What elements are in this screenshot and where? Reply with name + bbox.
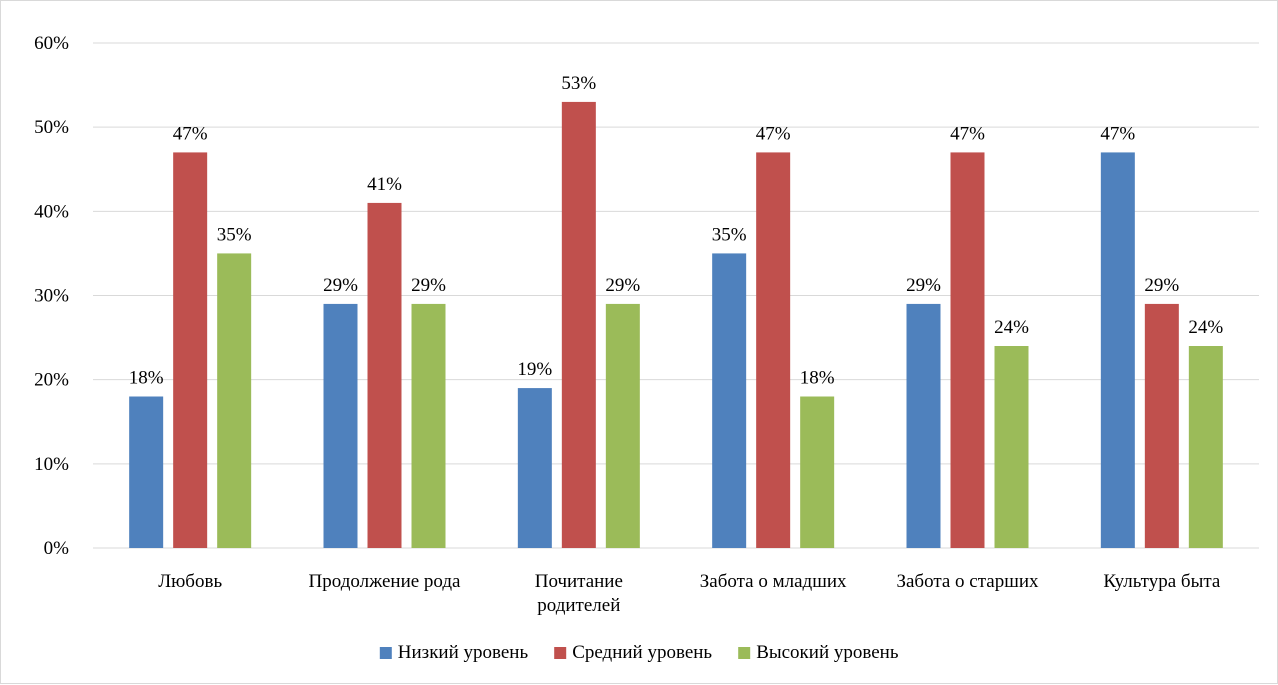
category-label: родителей: [537, 595, 620, 616]
data-label: 29%: [323, 275, 358, 296]
y-axis-ticks: 0% 10% 20% 30% 40% 50% 60%: [34, 33, 69, 559]
gridlines: [93, 42, 1259, 549]
bar: [1144, 303, 1179, 548]
category-label: Забота о младших: [700, 571, 847, 592]
y-tick-label: 60%: [34, 33, 69, 54]
bar: [1100, 152, 1135, 548]
legend-swatch: [738, 647, 751, 659]
y-tick-label: 30%: [34, 286, 69, 307]
x-axis-categories: Любовь Продолжение рода Почитание родителей…: [158, 571, 1221, 616]
y-tick-label: 10%: [34, 454, 69, 475]
data-label: 18%: [129, 368, 164, 389]
data-label: 24%: [1188, 317, 1223, 338]
bar: [323, 303, 358, 548]
legend: Низкий уровень Средний уровень Высокий уро…: [379, 642, 899, 663]
bar: [411, 303, 446, 548]
category-label: Культура быта: [1103, 571, 1221, 592]
y-tick-label: 50%: [34, 117, 69, 138]
data-label: 47%: [1100, 123, 1135, 144]
data-label: 29%: [1144, 275, 1179, 296]
legend-label: Низкий уровень: [398, 642, 529, 663]
bars: [129, 101, 1223, 549]
bar: [129, 396, 164, 548]
category-label: Продолжение рода: [309, 571, 462, 592]
y-tick-label: 20%: [34, 370, 69, 391]
legend-label: Средний уровень: [572, 642, 712, 663]
y-tick-label: 0%: [44, 538, 70, 559]
data-label: 47%: [756, 123, 791, 144]
data-label: 24%: [994, 317, 1029, 338]
data-label: 41%: [367, 174, 402, 195]
bar: [800, 396, 835, 548]
bar: [561, 101, 596, 549]
bar: [712, 253, 747, 548]
data-label: 18%: [800, 368, 835, 389]
data-label: 47%: [950, 123, 985, 144]
data-labels: 18% 47% 35% 29% 41% 29% 19% 53% 29% 35% 47% 18% 29% 4…: [129, 73, 1224, 389]
legend-label: Высокий уровень: [756, 642, 899, 663]
bar: [517, 388, 552, 548]
category-label: Почитание: [535, 571, 623, 592]
category-label: Забота о старших: [896, 571, 1039, 592]
bar: [605, 303, 640, 548]
data-label: 53%: [561, 73, 596, 94]
legend-swatch: [554, 647, 567, 659]
bar: [994, 346, 1029, 548]
y-tick-label: 40%: [34, 201, 69, 222]
bar: [756, 152, 791, 548]
data-label: 19%: [517, 359, 552, 380]
data-label: 29%: [411, 275, 446, 296]
data-label: 35%: [712, 224, 747, 245]
bar: [1188, 346, 1223, 548]
category-label: Любовь: [158, 571, 222, 592]
bar: [217, 253, 252, 548]
data-label: 29%: [906, 275, 941, 296]
data-label: 29%: [605, 275, 640, 296]
data-label: 35%: [217, 224, 252, 245]
bar: [173, 152, 208, 548]
bar: [950, 152, 985, 548]
bar: [906, 303, 941, 548]
legend-swatch: [379, 647, 392, 659]
data-label: 47%: [173, 123, 208, 144]
bar: [367, 202, 402, 548]
